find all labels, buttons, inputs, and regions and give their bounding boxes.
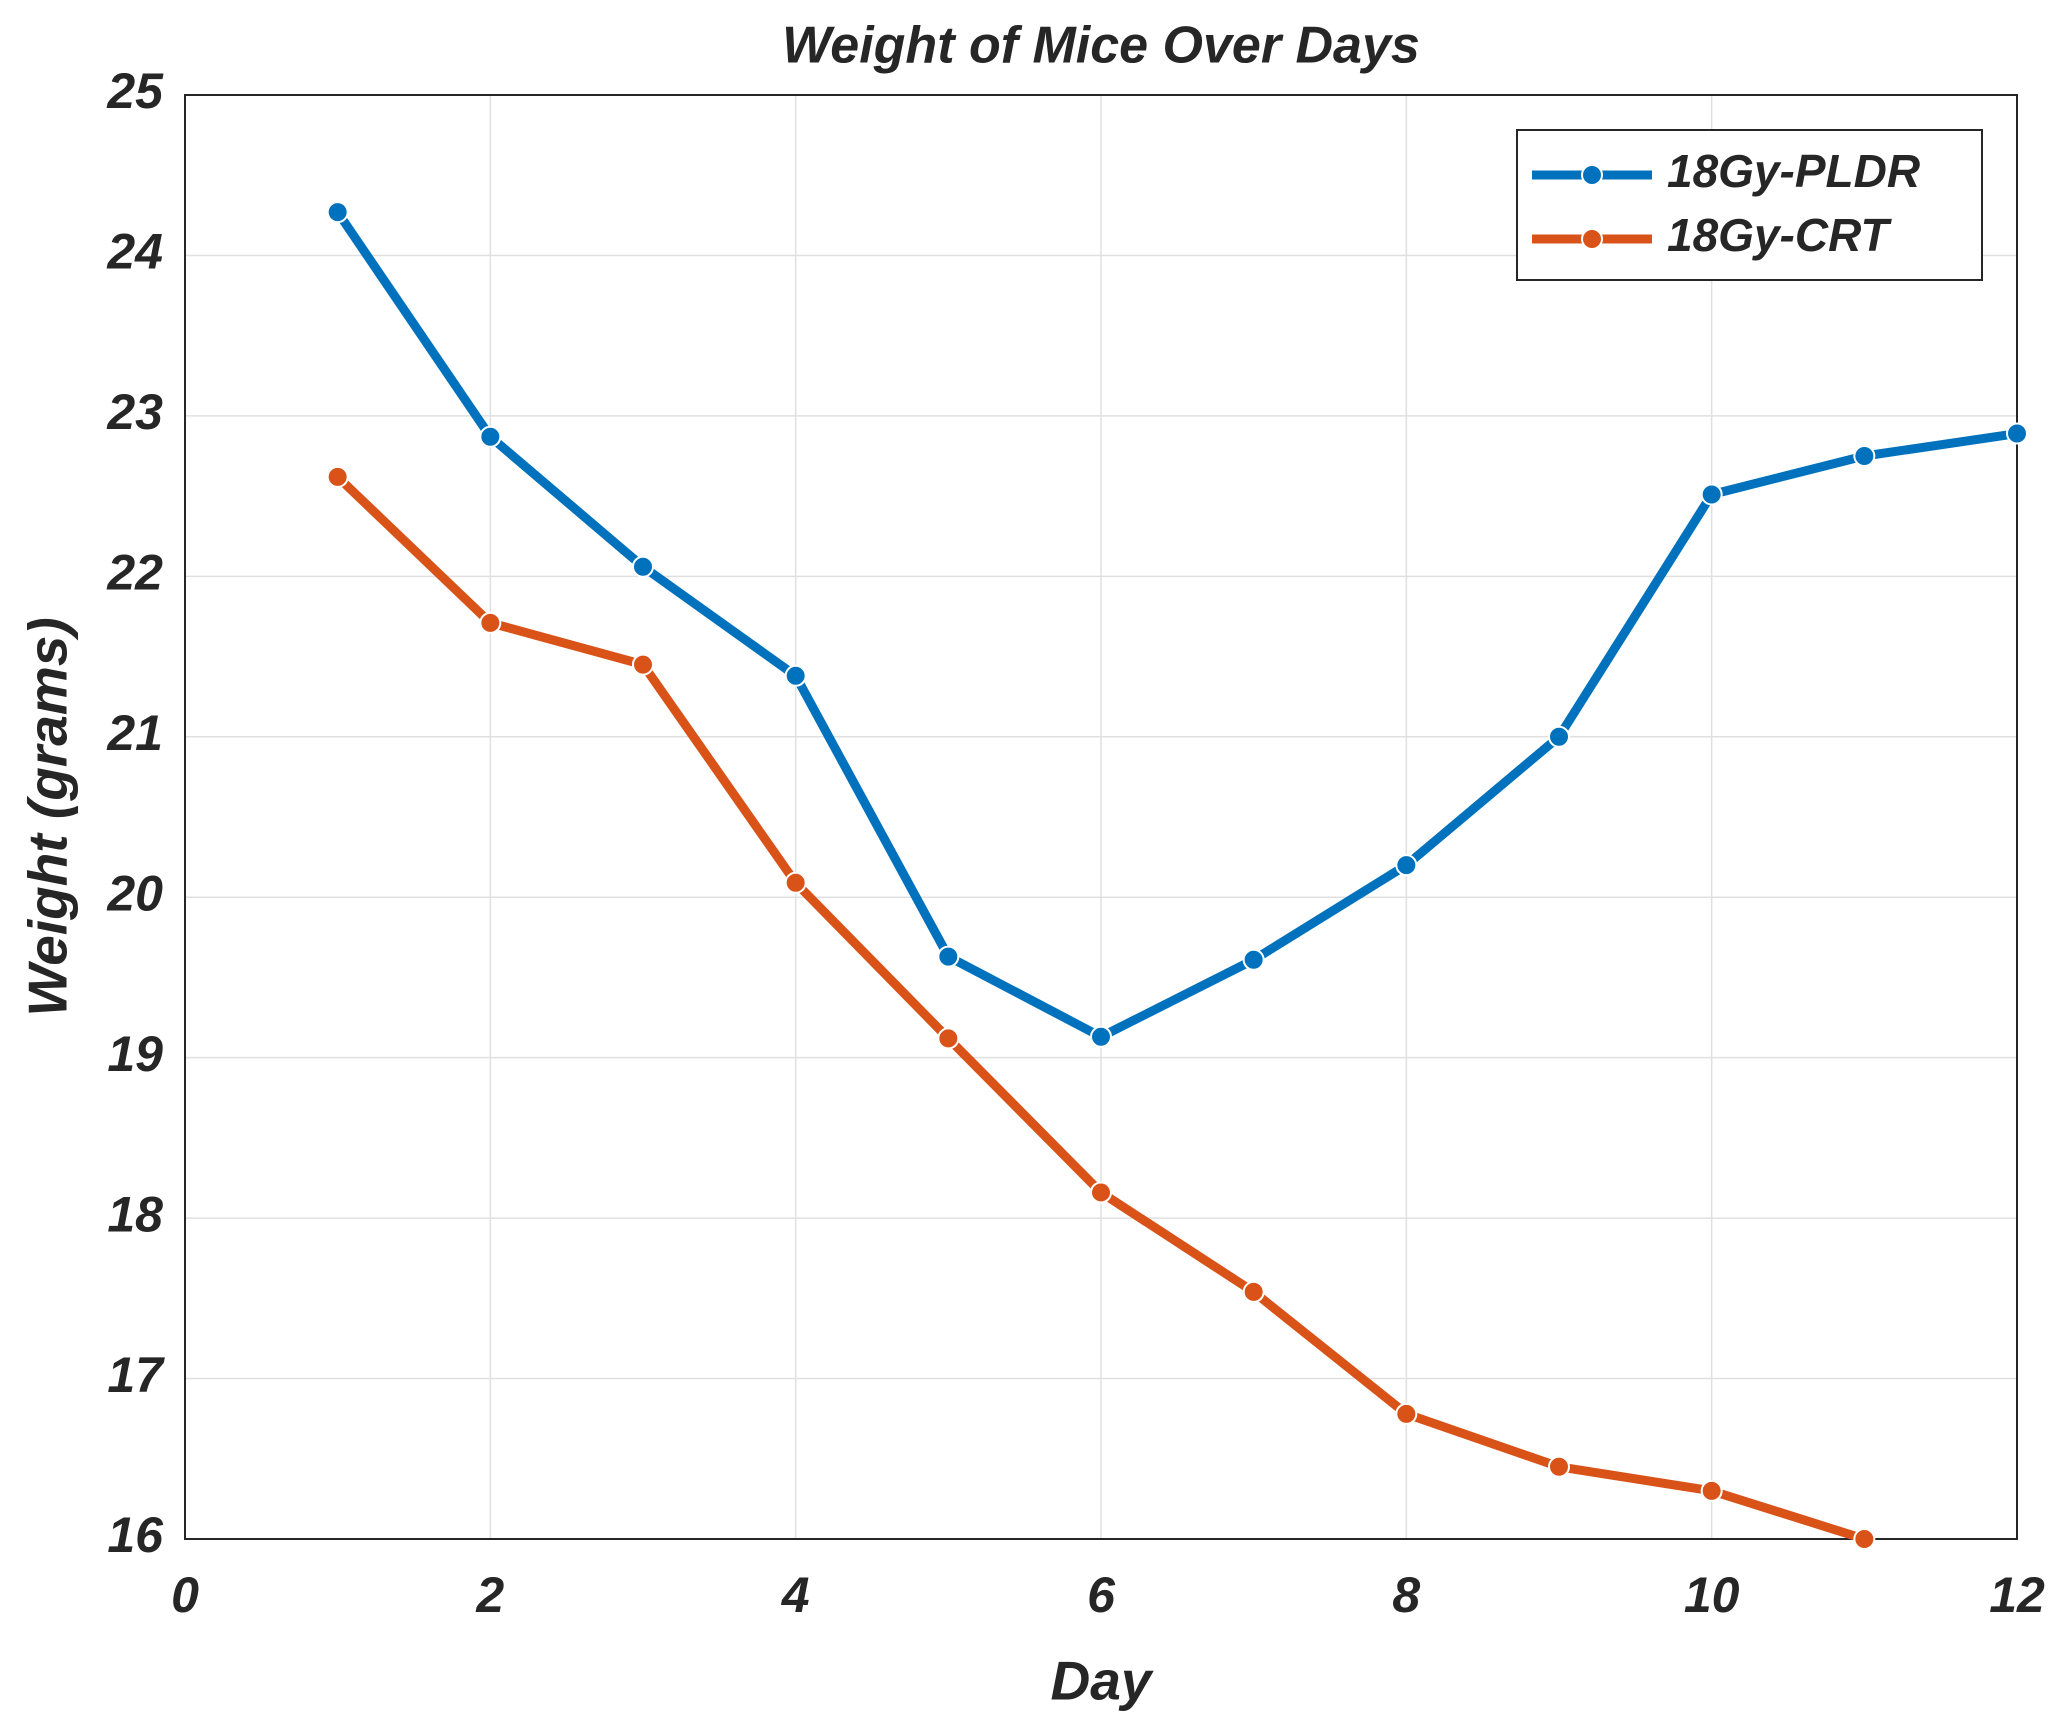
y-tick-label: 17 (107, 1347, 165, 1403)
data-point (1548, 1455, 1570, 1478)
x-axis-label: Day (1051, 1650, 1154, 1712)
x-tick-label: 0 (171, 1567, 199, 1623)
y-tick-label: 16 (107, 1507, 164, 1563)
chart-title: Weight of Mice Over Days (782, 17, 1420, 75)
legend-marker (1581, 164, 1603, 186)
data-point (937, 945, 960, 968)
x-tick-label: 10 (1684, 1567, 1740, 1623)
data-point (1090, 1181, 1112, 1204)
y-tick-label: 20 (106, 865, 163, 921)
x-tick-label: 6 (1087, 1567, 1116, 1623)
x-tick-label: 4 (781, 1567, 810, 1623)
data-point (1090, 1025, 1112, 1048)
data-point (479, 611, 502, 634)
y-tick-label: 24 (106, 224, 163, 280)
x-tick-label: 8 (1392, 1567, 1420, 1623)
y-tick-label: 25 (106, 63, 164, 119)
series-line (333, 209, 2018, 1042)
y-tick-label: 23 (106, 384, 163, 440)
data-point (1395, 1402, 1418, 1425)
data-point (326, 465, 349, 488)
data-point (937, 1027, 960, 1050)
data-point (1700, 1479, 1723, 1502)
y-tick-label: 19 (107, 1026, 163, 1082)
legend-label: 18Gy-PLDR (1667, 145, 1920, 197)
data-point (479, 425, 502, 448)
legend-label: 18Gy-CRT (1667, 209, 1892, 261)
data-point (1853, 1528, 1876, 1550)
data-point (2006, 422, 2028, 445)
legend-box (1516, 129, 1983, 281)
data-point (1242, 1280, 1265, 1303)
x-tick-label: 12 (1989, 1567, 2045, 1623)
data-point (784, 871, 807, 894)
data-point (1242, 948, 1265, 971)
data-point (1700, 483, 1723, 506)
x-tick-label: 2 (475, 1567, 504, 1623)
y-tick-label: 22 (106, 545, 163, 601)
plot-frame (184, 94, 2018, 1540)
y-tick-label: 18 (107, 1186, 163, 1242)
data-point (1853, 445, 1876, 467)
y-axis-label: Weight (grams) (17, 617, 79, 1016)
data-point (784, 664, 807, 687)
legend-marker (1581, 228, 1603, 250)
data-point (1395, 854, 1418, 877)
y-tick-label: 21 (106, 705, 163, 761)
data-point (632, 653, 654, 676)
data-point (632, 555, 654, 578)
data-point (1548, 725, 1570, 748)
data-point (326, 201, 349, 224)
